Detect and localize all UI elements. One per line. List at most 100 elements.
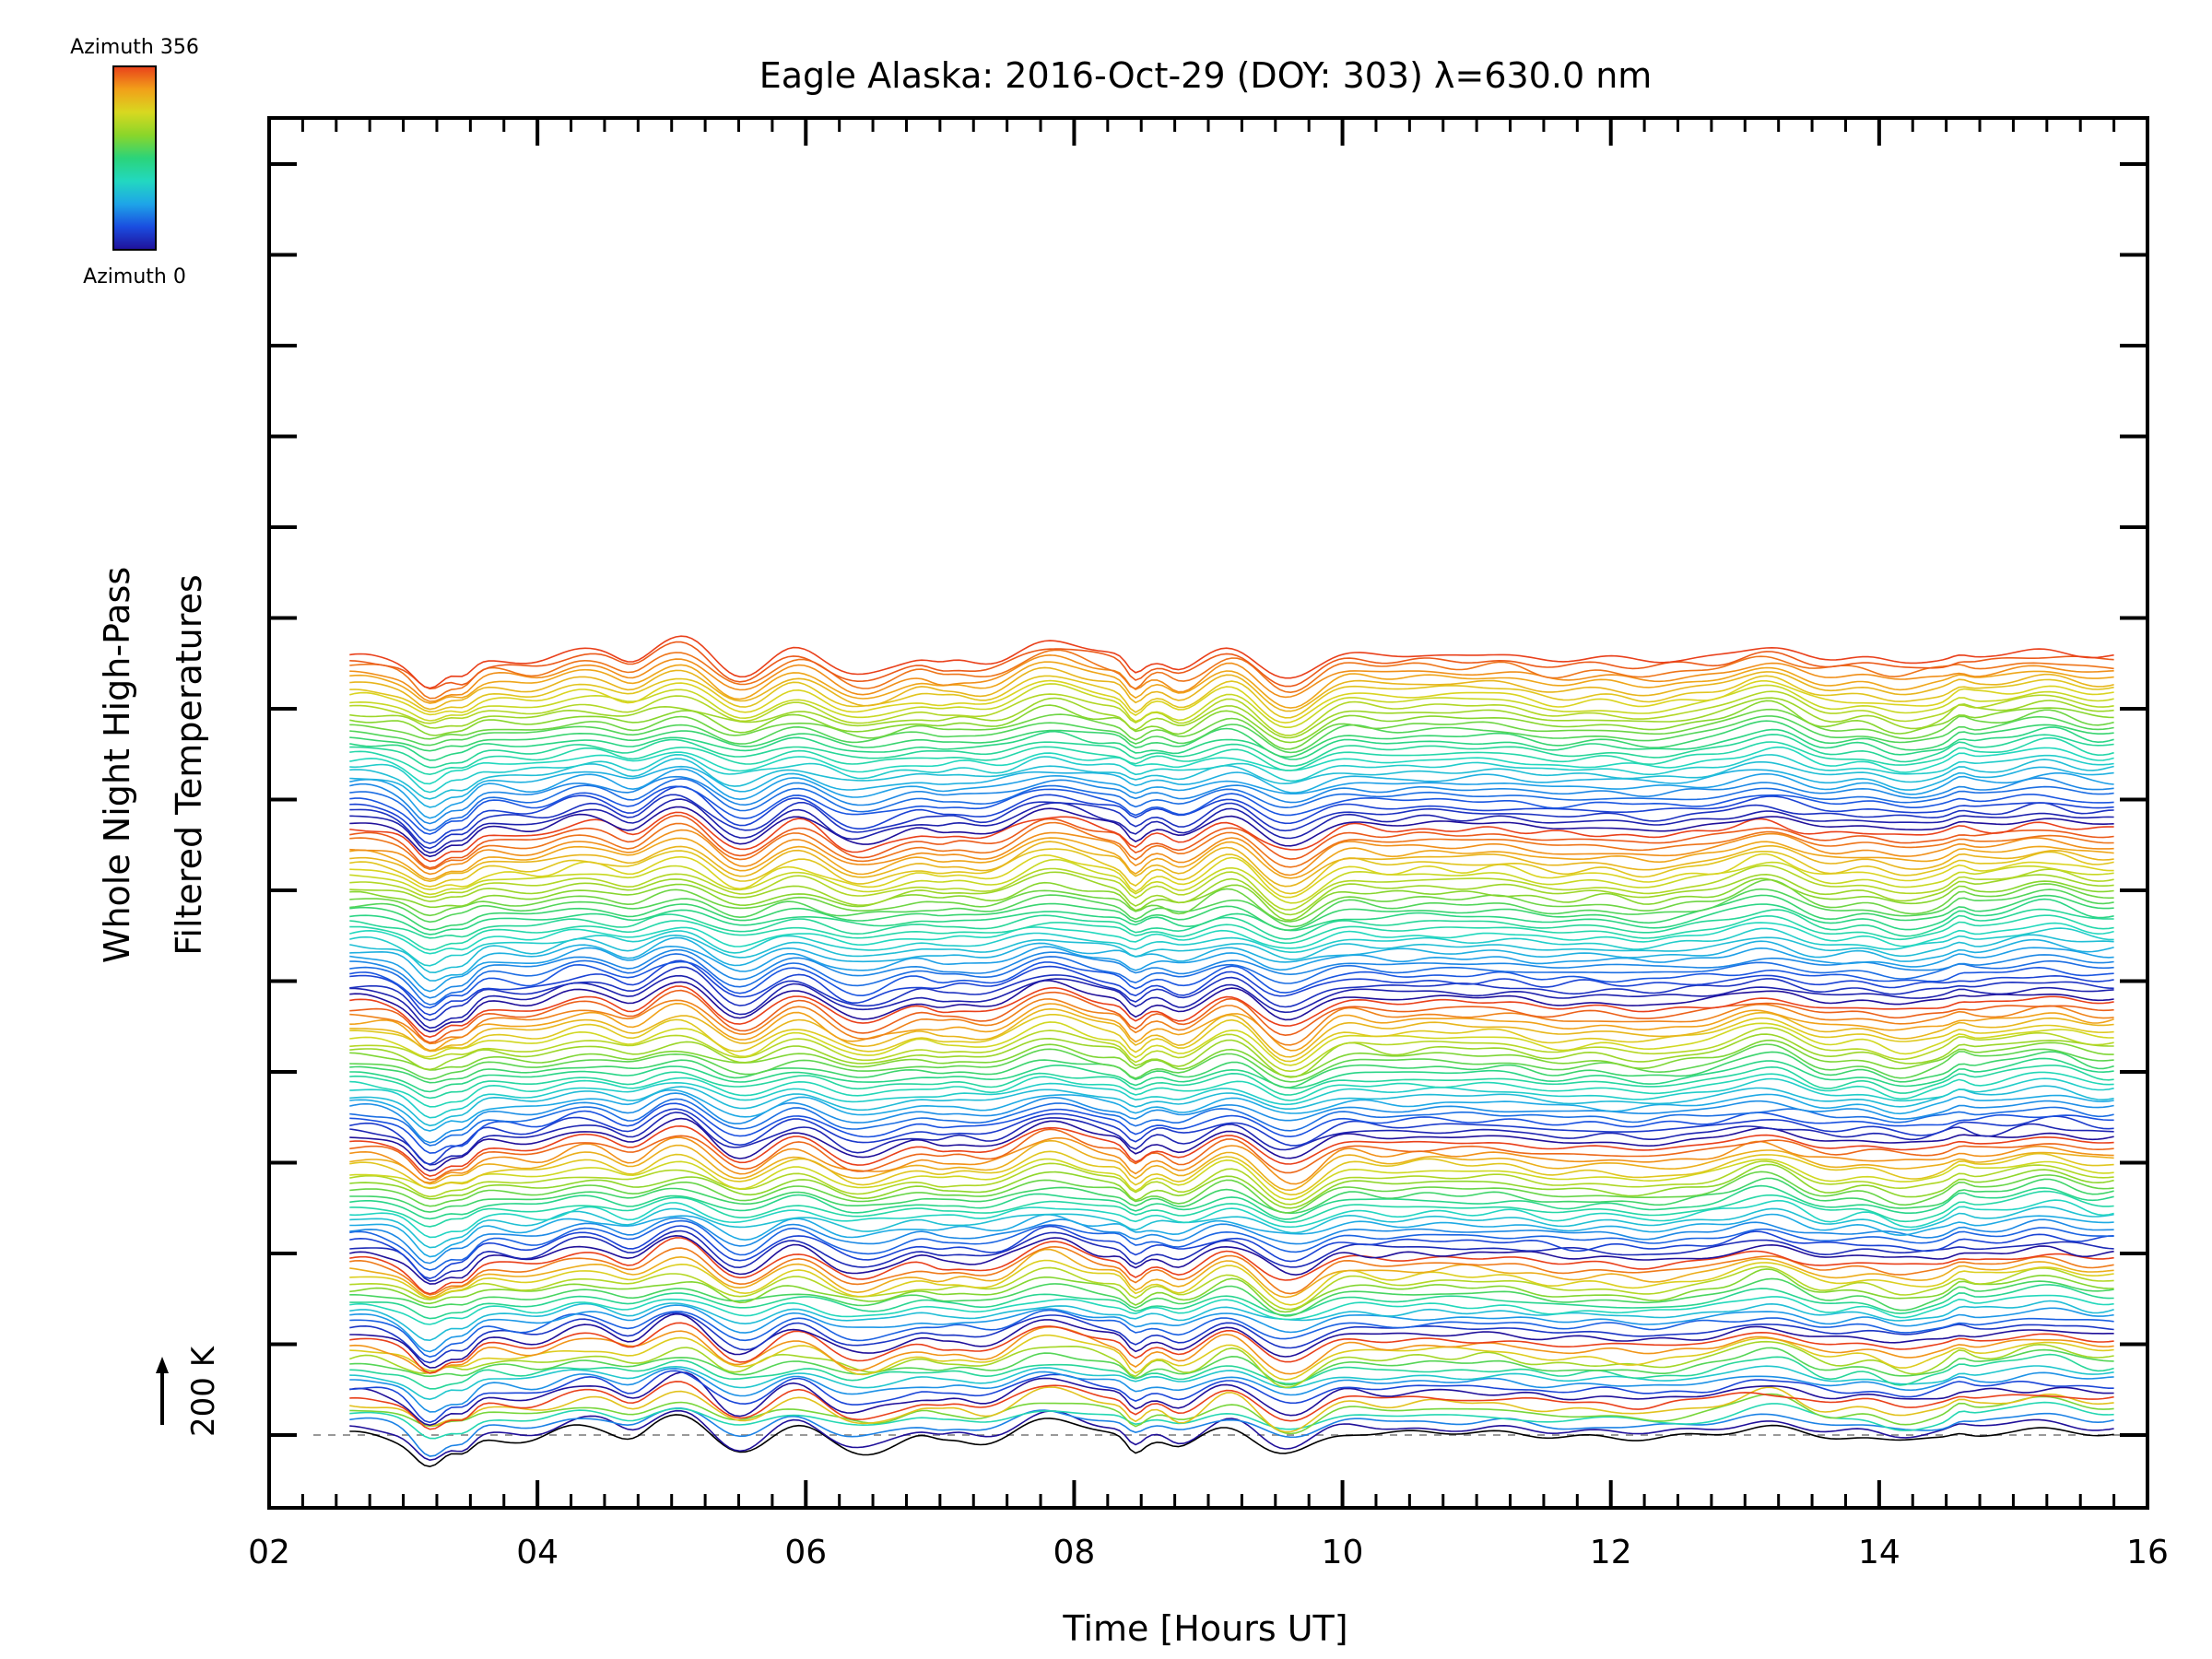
trace-ring-3-1 (349, 1112, 2114, 1166)
colorbar-gradient (112, 65, 157, 251)
trace-ring-6-0 (349, 1371, 2114, 1427)
trace-zenith-0 (349, 1414, 2114, 1468)
trace-ring-5-10 (349, 1259, 2114, 1306)
trace-ring-2-24 (349, 841, 2114, 888)
trace-ring-4-17 (349, 1136, 2114, 1185)
trace-ring-4-5 (349, 1213, 2114, 1258)
trace-ring-4-10 (349, 1177, 2114, 1215)
trace-ring-4-7 (349, 1199, 2114, 1239)
trace-ring-2-23 (349, 848, 2114, 895)
traces (313, 635, 2120, 1468)
colorbar-bottom-label: Azimuth 0 (83, 265, 186, 288)
trace-ring-2-11 (349, 922, 2114, 955)
trace-ring-4-12 (349, 1163, 2114, 1209)
trace-ring-2-10 (349, 927, 2114, 967)
trace-ring-1-7 (349, 768, 2114, 819)
trace-ring-4-13 (349, 1160, 2114, 1206)
trace-ring-1-14 (349, 726, 2114, 761)
trace-ring-5-1 (349, 1312, 2114, 1364)
trace-ring-2-21 (349, 858, 2114, 904)
trace-ring-3-18 (349, 1014, 2114, 1063)
x-tick-label: 08 (1053, 1534, 1096, 1571)
trace-ring-1-15 (349, 720, 2114, 759)
trace-ring-3-2 (349, 1108, 2114, 1166)
trace-ring-5-13 (349, 1237, 2114, 1295)
trace-ring-1-12 (349, 736, 2114, 776)
trace-ring-1-27 (349, 649, 2114, 700)
trace-ring-1-10 (349, 753, 2114, 794)
trace-ring-2-26 (349, 829, 2114, 877)
x-tick-labels: 02 04 06 08 10 12 14 16 (248, 1534, 2169, 1571)
trace-ring-7-4 (349, 1386, 2114, 1433)
trace-ring-2-13 (349, 908, 2114, 940)
trace-ring-5-12 (349, 1245, 2114, 1296)
trace-ring-2-8 (349, 936, 2114, 982)
trace-ring-5-0 (349, 1312, 2114, 1369)
trace-ring-3-13 (349, 1043, 2114, 1083)
trace-ring-1-26 (349, 653, 2114, 702)
trace-ring-2-1 (349, 974, 2114, 1030)
trace-ring-3-20 (349, 1002, 2114, 1052)
trace-ring-2-2 (349, 966, 2114, 1022)
trace-ring-4-11 (349, 1171, 2114, 1214)
trace-ring-2-9 (349, 934, 2114, 974)
trace-ring-5-7 (349, 1277, 2114, 1317)
colorbar: Azimuth 356 Azimuth 0 (70, 36, 199, 288)
trace-ring-1-19 (349, 697, 2114, 739)
trace-ring-2-29 (349, 811, 2114, 863)
x-axis-label: Time [Hours UT] (1062, 1608, 1347, 1649)
trace-ring-3-15 (349, 1033, 2114, 1078)
trace-ring-1-24 (349, 666, 2114, 712)
trace-ring-2-5 (349, 953, 2114, 1006)
trace-ring-2-15 (349, 894, 2114, 931)
trace-ring-4-9 (349, 1184, 2114, 1220)
trace-ring-1-16 (349, 715, 2114, 754)
chart-title: Eagle Alaska: 2016-Oct-29 (DOY: 303) λ=6… (759, 55, 1653, 96)
y-axis-label-line2: Filtered Temperatures (169, 574, 209, 955)
trace-ring-7-5 (349, 1381, 2114, 1430)
trace-ring-3-23 (349, 985, 2114, 1039)
trace-ring-1-11 (349, 746, 2114, 785)
trace-ring-1-13 (349, 734, 2114, 769)
trace-ring-5-5 (349, 1294, 2114, 1325)
trace-ring-6-3 (349, 1365, 2114, 1401)
trace-ring-3-10 (349, 1065, 2114, 1100)
trace-ring-4-0 (349, 1234, 2114, 1285)
x-tick-label: 04 (516, 1534, 559, 1571)
trace-ring-6-2 (349, 1367, 2114, 1413)
trace-ring-5-3 (349, 1304, 2114, 1353)
trace-ring-4-18 (349, 1128, 2114, 1181)
ticks (267, 118, 2149, 1508)
trace-ring-2-22 (349, 853, 2114, 899)
x-tick-label: 06 (784, 1534, 827, 1571)
trace-ring-6-1 (349, 1370, 2114, 1424)
trace-ring-3-3 (349, 1102, 2114, 1154)
trace-ring-7-0 (349, 1409, 2114, 1462)
trace-ring-3-21 (349, 998, 2114, 1046)
y-axis-label-line1: Whole Night High-Pass (97, 567, 137, 963)
x-tick-label: 10 (1322, 1534, 1364, 1571)
trace-ring-1-0 (349, 806, 2114, 858)
trace-ring-3-7 (349, 1085, 2114, 1127)
trace-ring-2-14 (349, 898, 2114, 935)
trace-ring-3-17 (349, 1021, 2114, 1066)
trace-ring-5-11 (349, 1248, 2114, 1299)
trace-ring-4-16 (349, 1139, 2114, 1192)
trace-ring-5-8 (349, 1268, 2114, 1313)
trace-ring-1-6 (349, 775, 2114, 825)
trace-ring-1-1 (349, 798, 2114, 854)
trace-ring-6-8 (349, 1325, 2114, 1375)
trace-ring-2-20 (349, 865, 2114, 911)
trace-ring-3-4 (349, 1098, 2114, 1147)
trace-ring-7-3 (349, 1393, 2114, 1435)
trace-ring-7-1 (349, 1407, 2114, 1457)
trace-ring-1-20 (349, 690, 2114, 736)
trace-ring-3-12 (349, 1051, 2114, 1088)
trace-ring-3-6 (349, 1088, 2114, 1132)
trace-ring-1-2 (349, 794, 2114, 850)
trace-ring-3-0 (349, 1117, 2114, 1172)
x-tick-label: 16 (2126, 1534, 2169, 1571)
trace-ring-1-23 (349, 675, 2114, 719)
trace-ring-4-19 (349, 1124, 2114, 1177)
trace-ring-1-28 (349, 641, 2114, 690)
